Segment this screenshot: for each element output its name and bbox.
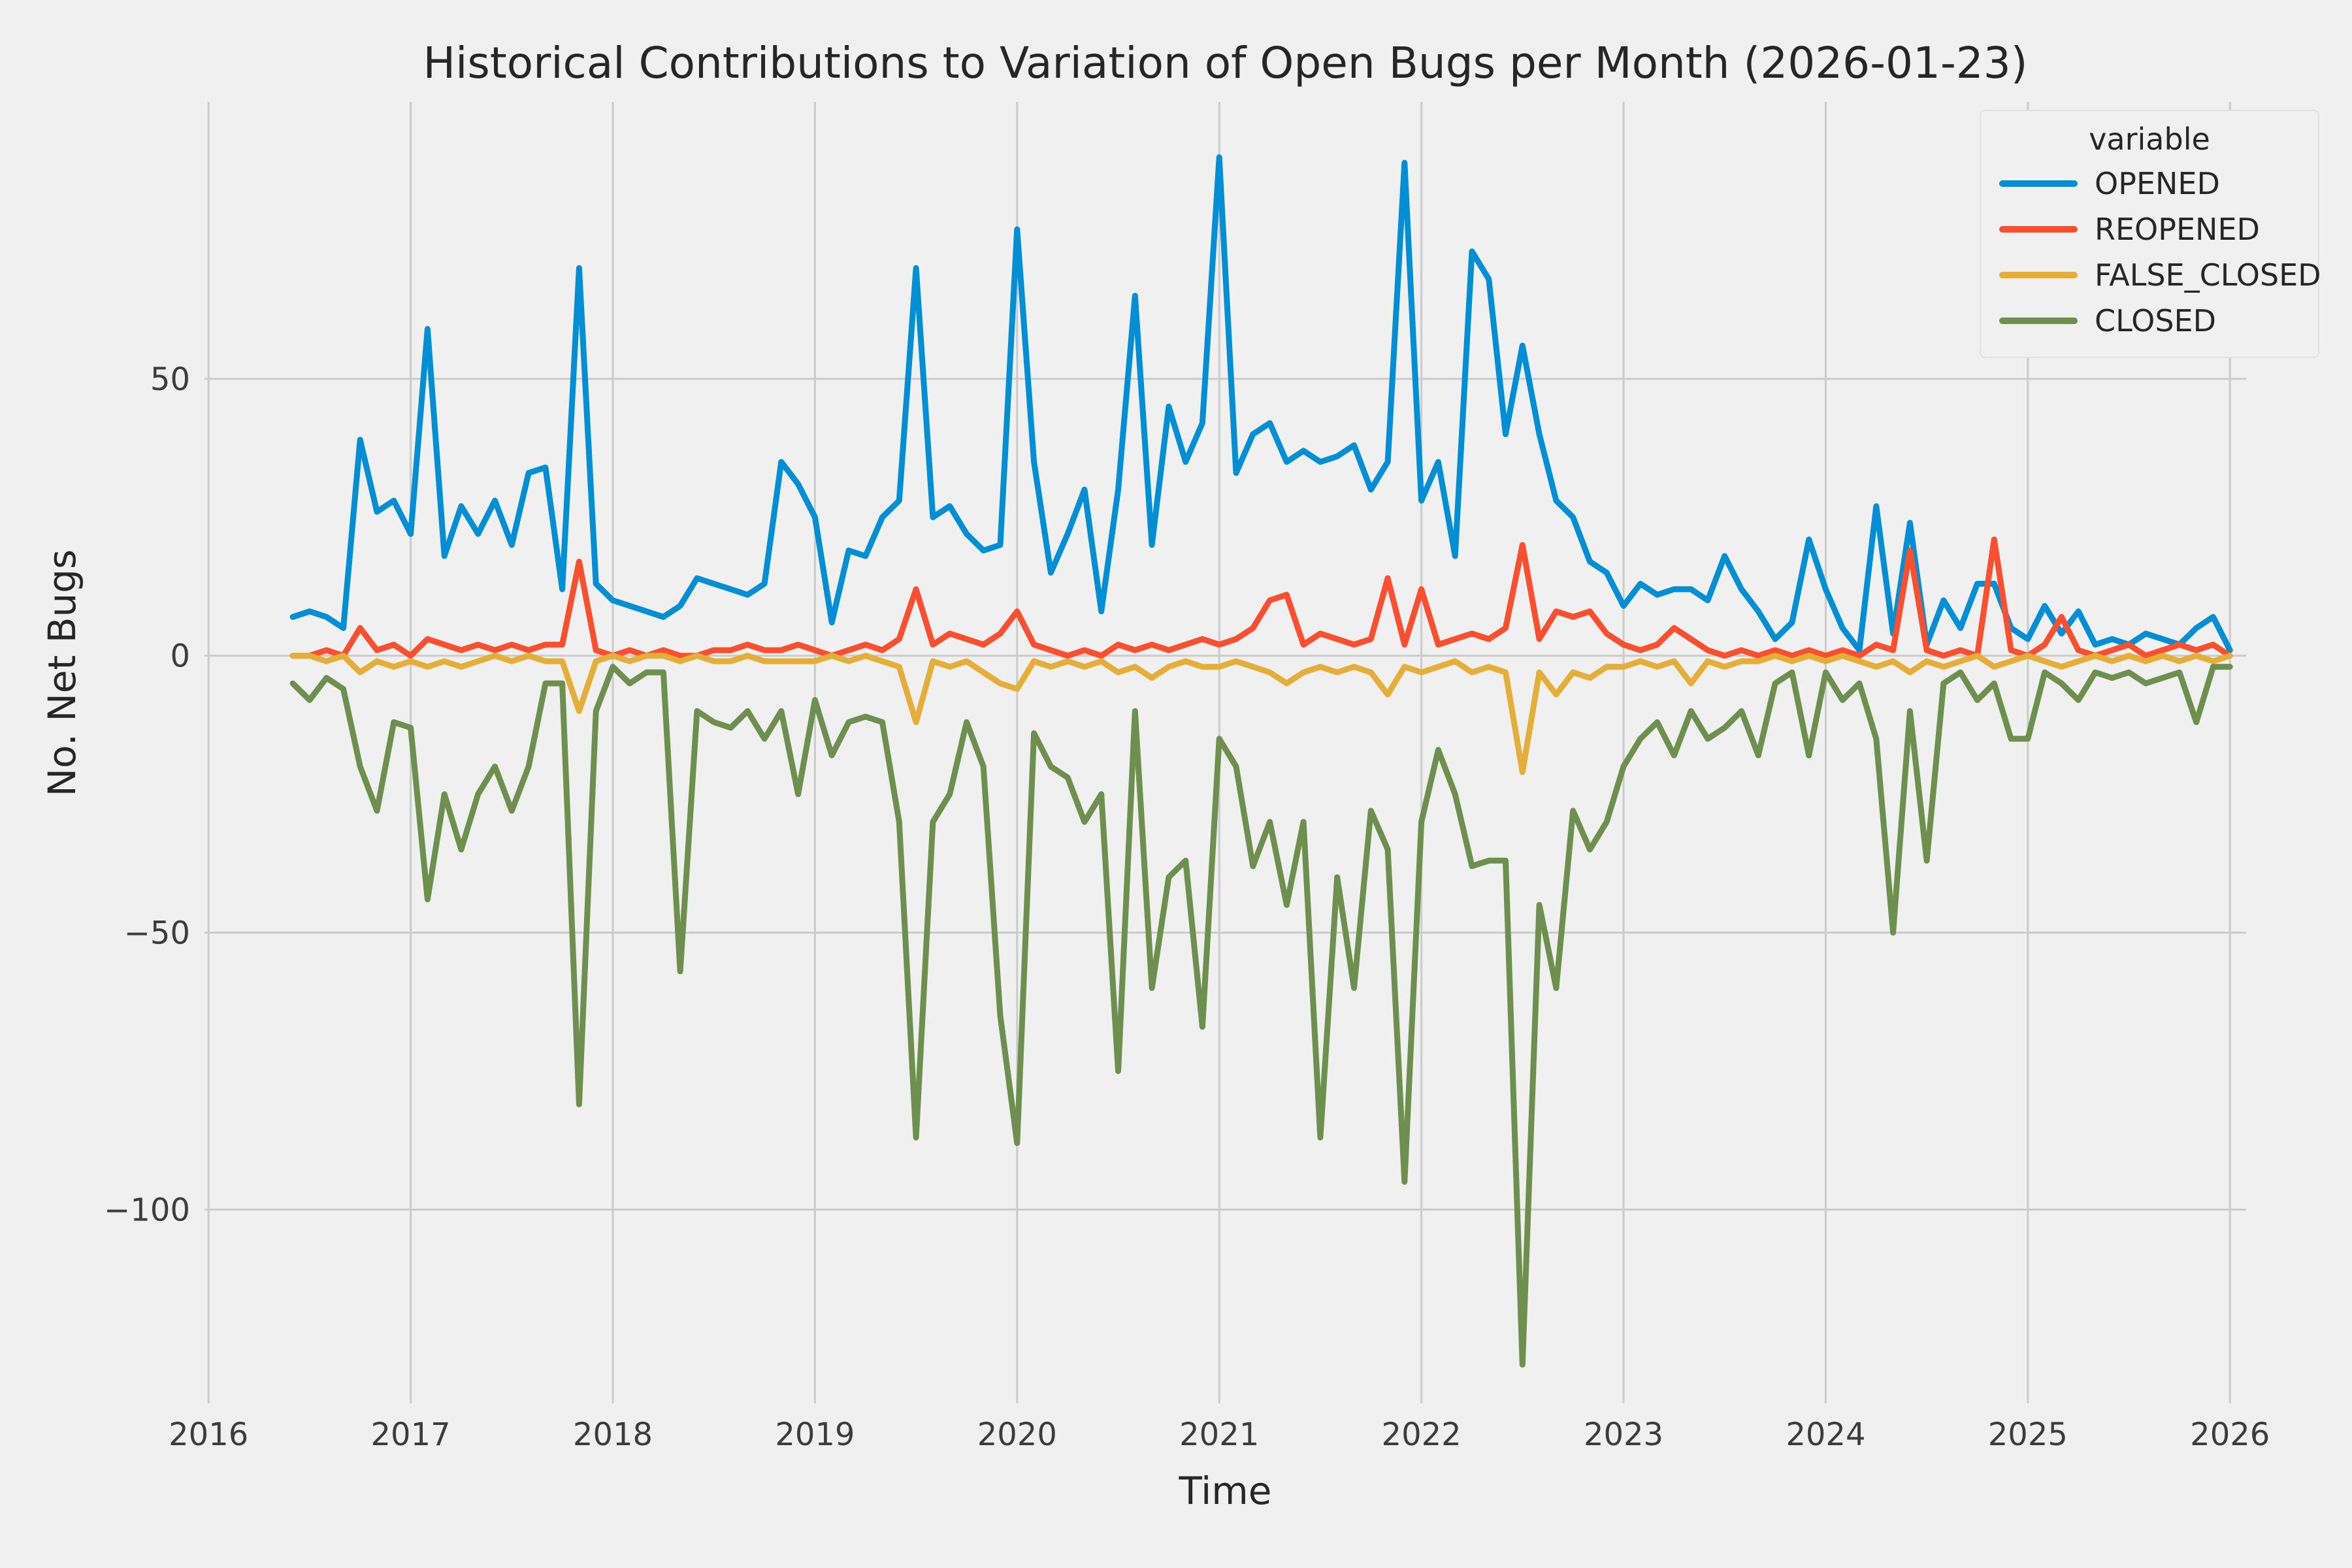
x-tick-label: 2023 <box>1584 1416 1663 1453</box>
legend-item-opened: OPENED <box>1999 161 2300 206</box>
x-tick-label: 2016 <box>169 1416 248 1453</box>
x-tick-label: 2017 <box>371 1416 451 1453</box>
legend-label-opened: OPENED <box>2095 166 2220 201</box>
x-tick-label: 2020 <box>977 1416 1057 1453</box>
x-tick-label: 2019 <box>775 1416 855 1453</box>
y-tick-label: 0 <box>170 638 190 675</box>
legend-item-closed: CLOSED <box>1999 298 2300 344</box>
series-line-reopened <box>289 536 2233 659</box>
x-tick-label: 2022 <box>1382 1416 1462 1453</box>
legend-item-reopened: REOPENED <box>1999 206 2300 252</box>
x-tick-label: 2021 <box>1179 1416 1259 1453</box>
legend-swatch-closed <box>1999 318 2078 324</box>
legend-label-closed: CLOSED <box>2095 303 2216 338</box>
chart-title: Historical Contributions to Variation of… <box>423 38 2028 88</box>
legend-label-reopened: REOPENED <box>2095 212 2260 247</box>
series-line-false_closed <box>289 653 2233 776</box>
y-axis-label: No. Net Bugs <box>40 549 84 797</box>
legend-label-false_closed: FALSE_CLOSED <box>2095 257 2321 293</box>
x-axis-label: Time <box>1179 1469 1272 1513</box>
x-tick-label: 2026 <box>2190 1416 2270 1453</box>
x-tick-label: 2025 <box>1988 1416 2068 1453</box>
x-tick-label: 2018 <box>573 1416 653 1453</box>
legend-title: variable <box>2089 122 2210 157</box>
y-tick-label: −50 <box>124 915 190 951</box>
series-line-closed <box>289 664 2233 1368</box>
y-tick-label: 50 <box>150 361 190 398</box>
legend-item-false_closed: FALSE_CLOSED <box>1999 252 2321 298</box>
legend: variable OPENED REOPENED FALSE_CLOSED CLOSE… <box>1980 110 2321 358</box>
legend-swatch-opened <box>1999 180 2078 187</box>
x-tick-label: 2024 <box>1786 1416 1865 1453</box>
legend-swatch-false_closed <box>1999 272 2078 278</box>
legend-items: OPENED REOPENED FALSE_CLOSED CLOSED <box>1999 161 2321 344</box>
series-line-opened <box>289 154 2233 653</box>
y-tick-label: −100 <box>104 1192 190 1228</box>
legend-swatch-reopened <box>1999 226 2078 233</box>
